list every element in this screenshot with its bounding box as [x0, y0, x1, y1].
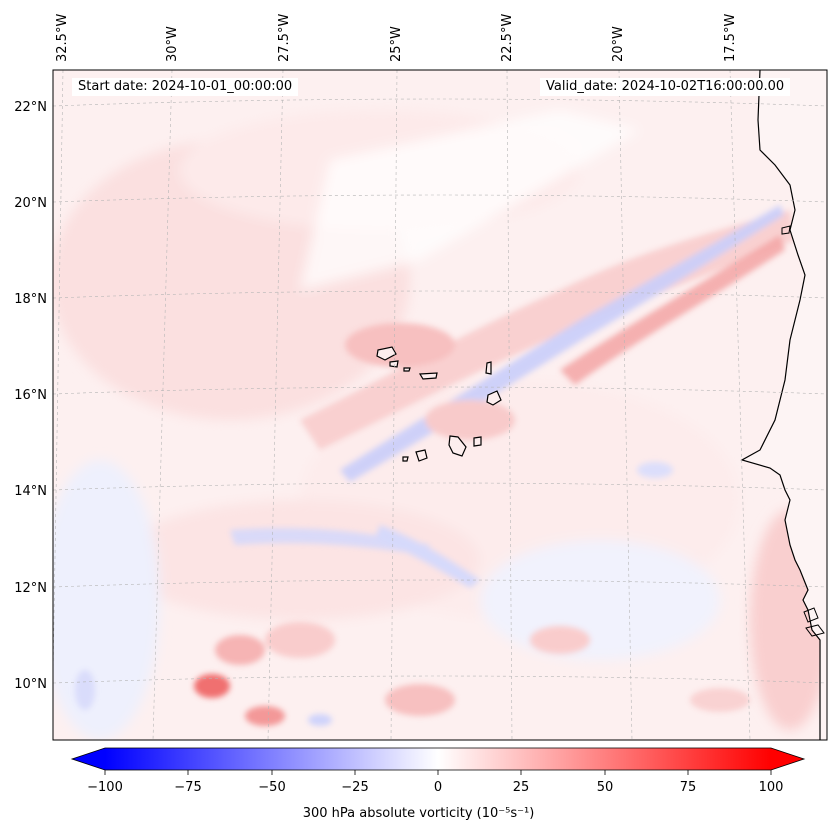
colorbar: −100 −75 −50 −25 0 25 50 75 100 [70, 747, 806, 795]
valid-date-label: Valid_date: 2024-10-02T16:00:00.00 [540, 78, 791, 96]
lon-label: 17.5°W [723, 14, 738, 62]
colorbar-label: 300 hPa absolute vorticity (10⁻⁵s⁻¹) [302, 806, 535, 821]
lat-label: 18°N [14, 292, 47, 307]
lon-label: 22.5°W [500, 14, 515, 62]
colorbar-tick: 75 [680, 780, 697, 795]
lat-label: 16°N [14, 388, 47, 403]
start-date-label: Start date: 2024-10-01_00:00:00 [72, 78, 299, 96]
latitude-labels: 22°N 20°N 18°N 16°N 14°N 12°N 10°N [14, 100, 47, 692]
colorbar-tick: −25 [341, 780, 368, 795]
lat-label: 10°N [14, 677, 47, 692]
lon-label: 27.5°W [277, 14, 292, 62]
lat-label: 22°N [14, 100, 47, 115]
map-frame [52, 69, 828, 741]
coastline [740, 70, 821, 740]
colorbar-gradient [105, 748, 771, 770]
lon-label: 25°W [389, 26, 404, 62]
lon-label: 30°W [165, 26, 180, 62]
lon-label: 20°W [611, 26, 626, 62]
lat-label: 14°N [14, 484, 47, 499]
longitude-labels: 32.5°W 30°W 27.5°W 25°W 22.5°W 20°W 17.5… [55, 14, 738, 62]
colorbar-tick: 0 [434, 780, 442, 795]
lat-label: 12°N [14, 581, 47, 596]
graticule [53, 70, 827, 740]
colorbar-tick: 25 [513, 780, 530, 795]
colorbar-tick: 50 [597, 780, 614, 795]
colorbar-tick: −100 [87, 780, 123, 795]
colorbar-extend-max [771, 748, 804, 770]
vorticity-field [53, 70, 827, 740]
colorbar-extend-min [72, 748, 105, 770]
colorbar-tick: −75 [174, 780, 201, 795]
cape-verde-islands [376, 346, 502, 462]
colorbar-tick: −50 [258, 780, 285, 795]
lon-label: 32.5°W [55, 14, 70, 62]
colorbar-tick: 100 [759, 780, 784, 795]
lat-label: 20°N [14, 196, 47, 211]
